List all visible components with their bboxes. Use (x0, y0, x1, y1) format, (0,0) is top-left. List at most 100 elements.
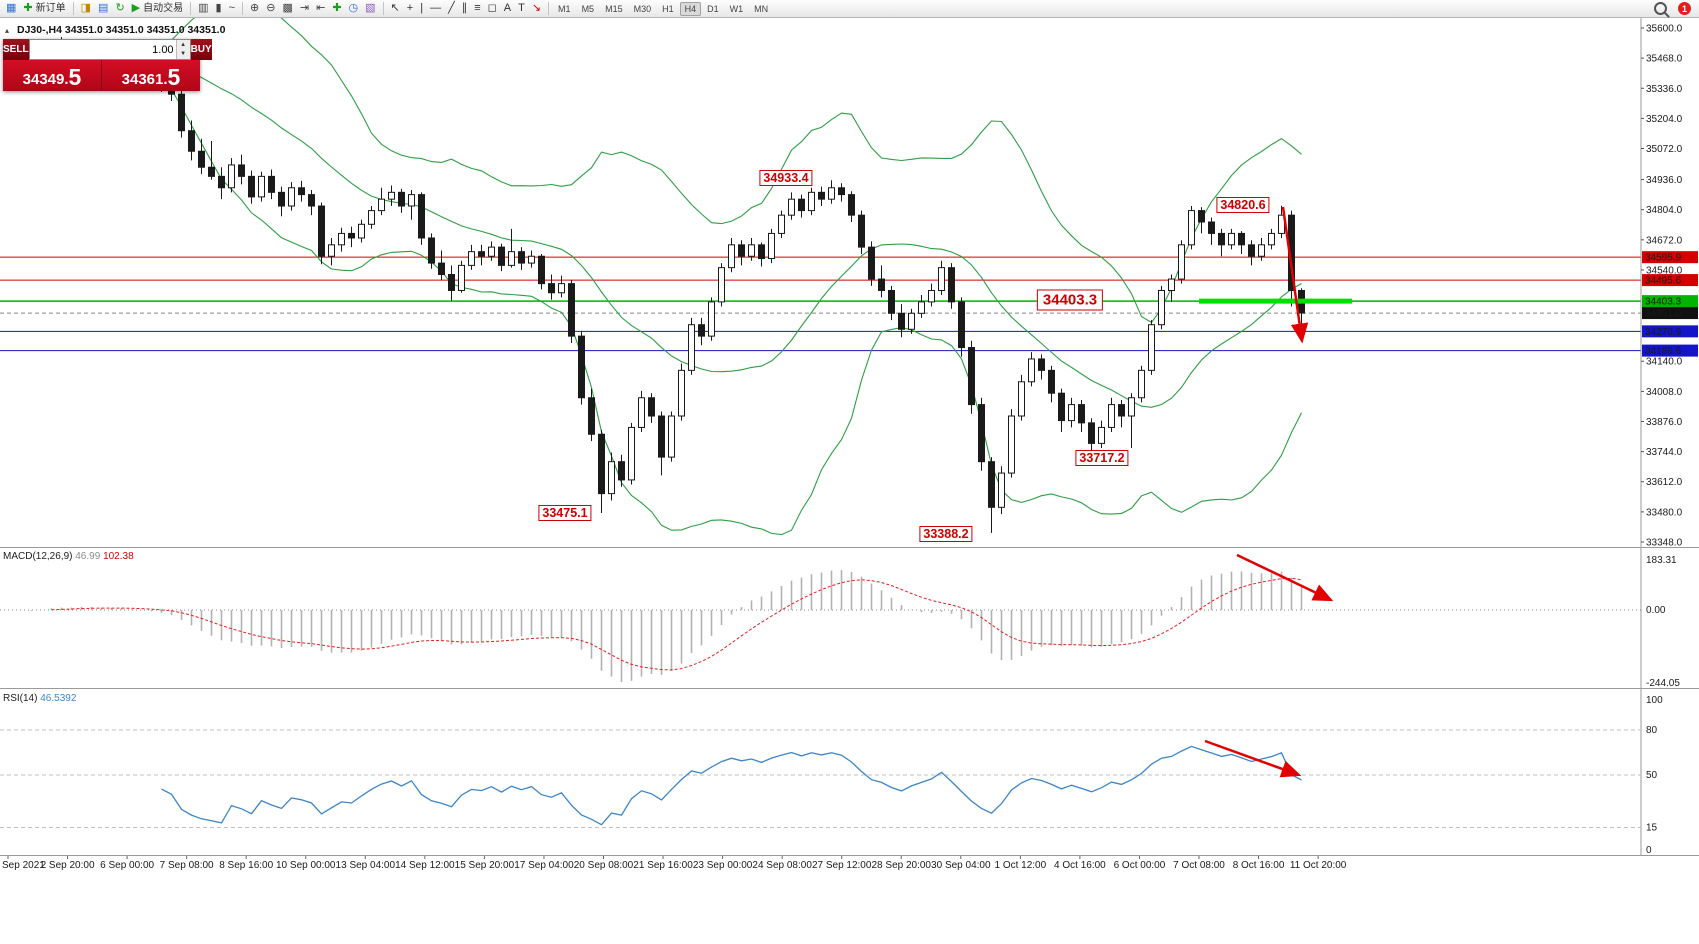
zoom-out-icon[interactable]: ⊖ (263, 1, 278, 17)
toolbar-separator (548, 2, 550, 15)
macd-indicator-label: MACD(12,26,9) 46.99 102.38 (3, 551, 134, 562)
zoom-in-icon[interactable]: ⊕ (247, 1, 262, 17)
price-tag-text: 34495.6 (1645, 276, 1682, 287)
sell-button[interactable]: SELL (3, 39, 29, 60)
periods-icon[interactable]: ◷ (346, 1, 362, 17)
line-chart-icon-glyph: ~ (228, 2, 236, 14)
price-axis-tick: 35600.0 (1646, 24, 1683, 35)
time-axis-label: 13 Sep 04:00 (336, 860, 396, 871)
price-tag (1642, 325, 1698, 338)
vline-icon[interactable]: | (417, 1, 426, 17)
ask-dot: . (163, 70, 168, 88)
quote-panel-collapse-toggle[interactable]: ▴ (5, 26, 10, 35)
crosshair-icon-glyph: + (406, 2, 414, 14)
templates-icon-glyph: ▧ (365, 2, 376, 14)
price-callout[interactable]: 33475.1 (538, 505, 592, 521)
new-order-button[interactable]: ✚ 新订单 (20, 1, 68, 17)
time-axis-label: 28 Sep 20:00 (872, 860, 932, 871)
time-axis-label: 10 Sep 00:00 (276, 860, 336, 871)
price-axis-tick: 33612.0 (1646, 477, 1683, 488)
buy-button[interactable]: BUY (190, 39, 212, 60)
templates-icon[interactable]: ▧ (362, 1, 378, 17)
timeframe-m1[interactable]: M1 (558, 3, 571, 14)
new-order-glyph: ✚ (23, 2, 33, 14)
autotrading-glyph: ▶ (131, 2, 141, 14)
trend-arrow[interactable] (1281, 206, 1309, 344)
timeframe-h1[interactable]: H1 (662, 3, 674, 14)
app-chart-icon-glyph: ▦ (6, 2, 17, 14)
cursor-icon[interactable]: ↖ (388, 1, 403, 17)
shapes-icon[interactable]: ◻ (485, 1, 500, 17)
bars-chart-icon[interactable]: ▥ (195, 1, 211, 17)
channel-icon[interactable]: ∥ (459, 1, 471, 17)
crosshair-icon[interactable]: + (404, 1, 416, 17)
price-callout[interactable]: 33388.2 (919, 526, 973, 542)
bid-price-button[interactable]: 34349. 5 (3, 60, 102, 91)
rsi-line (161, 745, 1302, 826)
autotrading-button-label: 自动交易 (143, 2, 184, 14)
timeframe-m30[interactable]: M30 (633, 3, 652, 14)
text-icon[interactable]: A (501, 1, 514, 17)
time-axis-label: 14 Sep 12:00 (395, 860, 455, 871)
auto-scroll-icon[interactable]: ⇥ (297, 1, 312, 17)
trend-arrow[interactable] (1236, 553, 1334, 602)
line-chart-icon[interactable]: ~ (226, 1, 238, 17)
volume-up-icon[interactable]: ▲ (176, 40, 190, 50)
tile-windows-icon-glyph: ▩ (282, 2, 293, 14)
time-axis-label: 4 Oct 16:00 (1054, 860, 1106, 871)
trend-arrow[interactable] (1204, 739, 1302, 778)
price-axis-tick: 34804.0 (1646, 205, 1683, 216)
timeframe-w1[interactable]: W1 (729, 3, 744, 14)
marketwatch-icon[interactable]: ◨ (78, 1, 94, 17)
one-click-trading-panel[interactable]: SELL ▲ ▼ BUY 34349.5 34361.5 (3, 39, 212, 91)
timeframe-d1[interactable]: D1 (707, 3, 719, 14)
candles-layer (8, 37, 1305, 533)
indicators-icon[interactable]: ✚ (329, 1, 344, 17)
search-icon[interactable] (1654, 2, 1667, 15)
price-callout[interactable]: 34933.4 (759, 170, 813, 186)
hline-icon[interactable]: — (427, 1, 444, 17)
refresh-icon[interactable]: ↻ (112, 1, 127, 17)
label-icon[interactable]: T (515, 1, 528, 17)
price-axis-tick: 34672.0 (1646, 235, 1683, 246)
macd-axis-label: -244.05 (1646, 678, 1680, 689)
price-callout[interactable]: 33717.2 (1075, 450, 1129, 466)
symbol-ohlc-header: DJ30-,H4 34351.0 34351.0 34351.0 34351.0 (17, 24, 226, 36)
channel-icon-glyph: ∥ (461, 2, 468, 14)
time-axis-label: 8 Sep 16:00 (219, 860, 273, 871)
chart-shift-icon[interactable]: ⇤ (313, 1, 328, 17)
ask-int: 34361 (121, 70, 164, 88)
autotrading-button[interactable]: ▶ 自动交易 (129, 1, 186, 17)
tile-windows-icon[interactable]: ▩ (279, 1, 295, 17)
price-tag-text: 34270.9 (1645, 327, 1682, 338)
candles-chart-icon[interactable]: ▮ (213, 1, 225, 17)
timeframe-mn[interactable]: MN (754, 3, 769, 14)
timeframe-m5[interactable]: M5 (581, 3, 595, 14)
periods-icon-glyph: ◷ (348, 2, 359, 14)
price-axis-tick: 34936.0 (1646, 175, 1683, 186)
arrows-icon[interactable]: ↘ (529, 1, 544, 17)
price-axis-tick: 35072.0 (1646, 144, 1683, 155)
timeframe-h4[interactable]: H4 (679, 1, 702, 16)
vline-icon-glyph: | (420, 2, 424, 14)
price-callout[interactable]: 34403.3 (1036, 289, 1104, 311)
time-axis-label: 23 Sep 00:00 (693, 860, 753, 871)
trendline-icon[interactable]: ╱ (445, 1, 458, 17)
volume-down-icon[interactable]: ▼ (176, 49, 190, 59)
notification-badge[interactable]: 1 (1678, 2, 1691, 15)
price-axis-tick: 33480.0 (1646, 507, 1683, 518)
print-icon[interactable]: ▤ (95, 1, 111, 17)
ask-price-button[interactable]: 34361. 5 (102, 60, 200, 91)
price-callout[interactable]: 34820.6 (1216, 197, 1270, 213)
rsi-axis-label: 80 (1646, 725, 1658, 736)
indicators-icon-glyph: ✚ (332, 2, 342, 14)
fibonacci-icon[interactable]: ≡ (471, 1, 483, 17)
volume-input[interactable] (29, 40, 176, 59)
timeframe-m15[interactable]: M15 (605, 3, 623, 14)
price-tag (1642, 295, 1698, 308)
app-chart-icon[interactable]: ▦ (3, 1, 19, 17)
rsi-axis-label: 50 (1646, 770, 1658, 781)
price-axis-tick: 35204.0 (1646, 114, 1683, 125)
price-tag-text: 34403.3 (1645, 297, 1682, 308)
new-order-button-label: 新订单 (35, 2, 66, 14)
